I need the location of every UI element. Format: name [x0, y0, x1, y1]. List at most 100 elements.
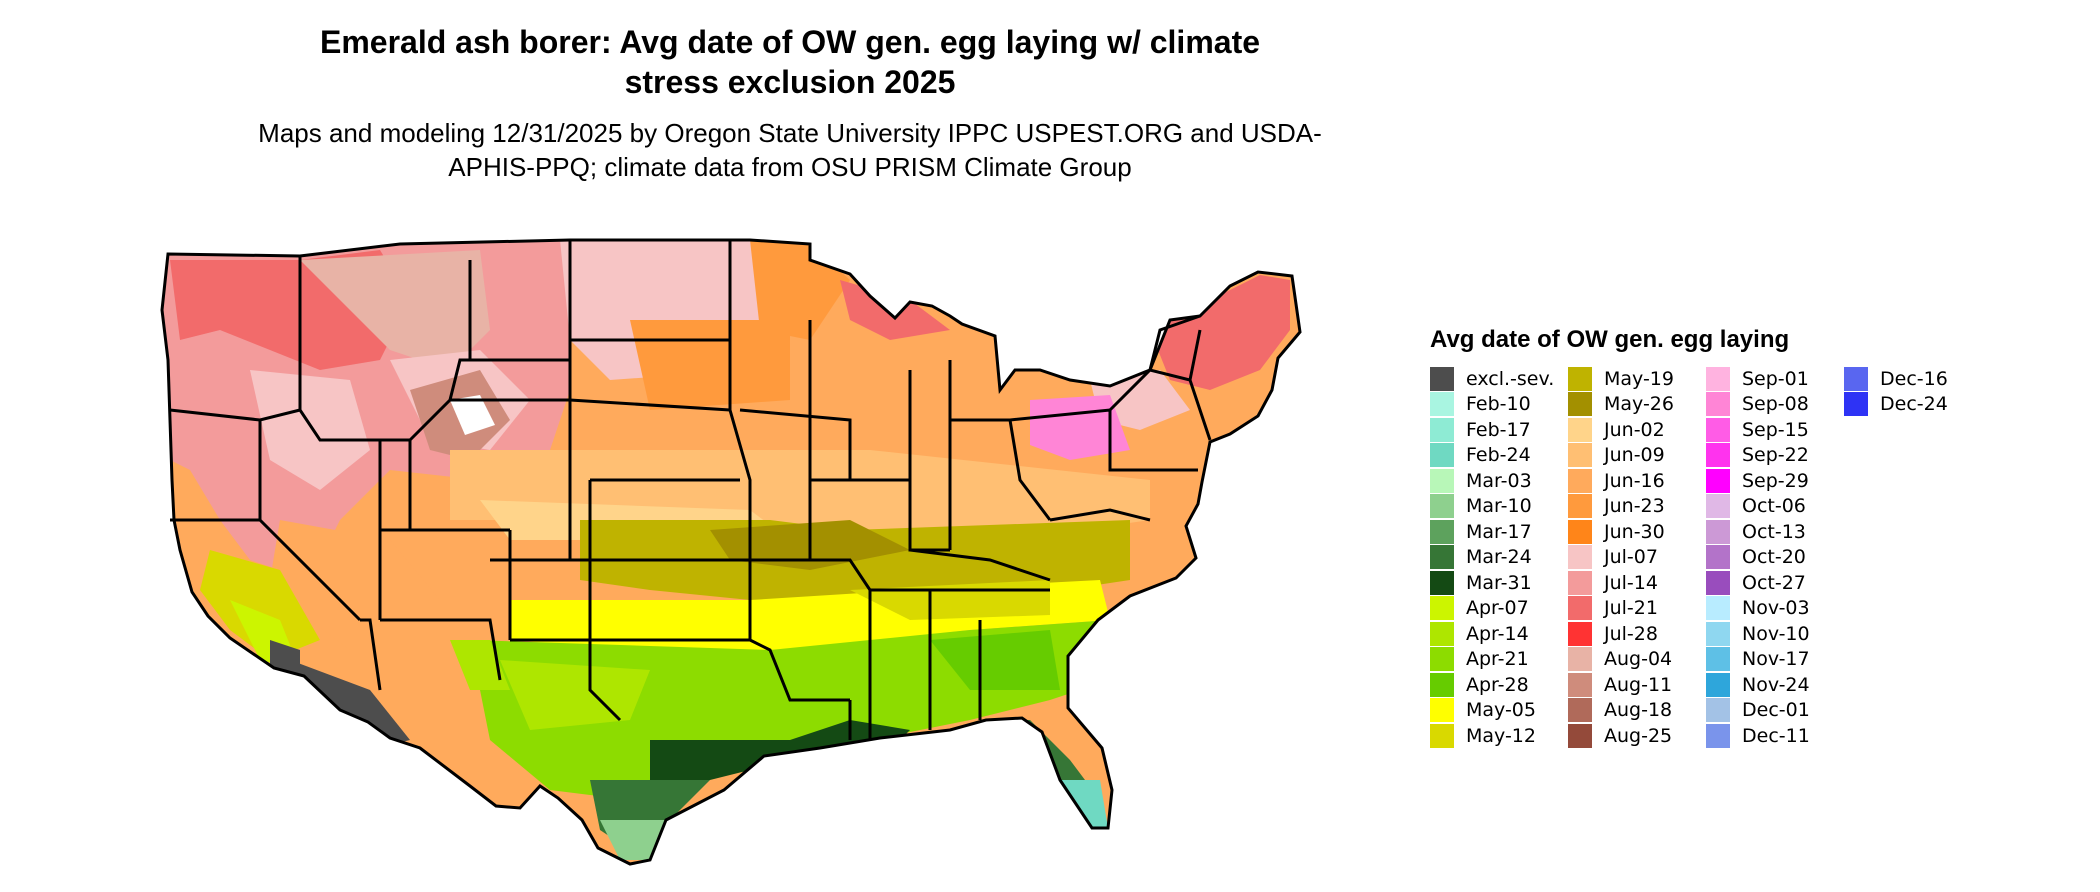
legend-item: Aug-11: [1568, 672, 1706, 698]
legend-label: Oct-13: [1742, 520, 1806, 543]
legend-swatch: [1706, 443, 1730, 468]
legend-item: Nov-03: [1706, 596, 1844, 622]
legend-swatch: [1568, 647, 1592, 672]
map-title: Emerald ash borer: Avg date of OW gen. e…: [319, 24, 1261, 100]
legend-item: Mar-24: [1430, 545, 1568, 571]
legend-swatch: [1430, 723, 1454, 748]
legend-item: Jun-09: [1568, 443, 1706, 469]
legend-label: Mar-24: [1466, 546, 1532, 569]
legend-item: Dec-01: [1706, 698, 1844, 724]
legend-label: Apr-07: [1466, 597, 1529, 620]
legend-column: Sep-01 Sep-08 Sep-15 Sep-22 Sep-29 Oct-06 Oct-…: [1706, 366, 1844, 749]
legend-label: excl.-sev.: [1466, 367, 1555, 390]
legend-swatch: [1430, 570, 1454, 595]
legend-item: Oct-20: [1706, 545, 1844, 571]
legend-label: Dec-01: [1742, 699, 1810, 722]
legend-label: Jun-02: [1604, 418, 1665, 441]
legend-item: Aug-04: [1568, 647, 1706, 673]
legend-label: Apr-28: [1466, 673, 1529, 696]
legend-swatch: [1568, 443, 1592, 468]
legend-label: Sep-29: [1742, 469, 1809, 492]
legend-label: Sep-22: [1742, 444, 1809, 467]
legend-swatch: [1706, 366, 1730, 391]
legend-swatch: [1706, 392, 1730, 417]
us-outline: [160, 238, 1302, 866]
legend-swatch: [1844, 392, 1868, 417]
legend-label: Jul-14: [1604, 571, 1658, 594]
legend-item: Jun-23: [1568, 494, 1706, 520]
legend-label: Dec-24: [1880, 393, 1948, 416]
legend-label: Sep-08: [1742, 393, 1809, 416]
legend-label: Nov-17: [1742, 648, 1810, 671]
legend-columns: excl.-sev. Feb-10 Feb-17 Feb-24 Mar-03 Mar-10…: [1430, 366, 1990, 749]
legend-swatch: [1706, 621, 1730, 646]
legend-label: Apr-14: [1466, 622, 1529, 645]
legend-item: excl.-sev.: [1430, 366, 1568, 392]
legend-item: May-05: [1430, 698, 1568, 724]
legend-label: Jun-30: [1604, 520, 1665, 543]
legend-swatch: [1568, 621, 1592, 646]
legend-label: May-12: [1466, 724, 1536, 747]
legend-item: Apr-07: [1430, 596, 1568, 622]
legend-column: May-19 May-26 Jun-02 Jun-09 Jun-16 Jun-23 Jun-…: [1568, 366, 1706, 749]
legend-label: Jun-23: [1604, 495, 1665, 518]
legend-swatch: [1430, 647, 1454, 672]
legend-label: Nov-10: [1742, 622, 1810, 645]
legend-label: Mar-31: [1466, 571, 1532, 594]
legend-item: Jun-02: [1568, 417, 1706, 443]
legend-swatch: [1568, 723, 1592, 748]
legend-swatch: [1568, 519, 1592, 544]
legend-title: Avg date of OW gen. egg laying: [1430, 326, 1790, 353]
legend-label: Aug-25: [1604, 724, 1673, 747]
legend-item: Oct-27: [1706, 570, 1844, 596]
legend-item: Jul-21: [1568, 596, 1706, 622]
legend-label: Jun-16: [1604, 469, 1665, 492]
legend-item: Nov-17: [1706, 647, 1844, 673]
legend-swatch: [1430, 366, 1454, 391]
legend-item: Apr-28: [1430, 672, 1568, 698]
legend-item: May-19: [1568, 366, 1706, 392]
legend-item: Mar-10: [1430, 494, 1568, 520]
legend-item: Jul-14: [1568, 570, 1706, 596]
legend-item: Jul-28: [1568, 621, 1706, 647]
legend-swatch: [1706, 519, 1730, 544]
legend-label: Feb-10: [1466, 393, 1531, 416]
legend-swatch: [1430, 417, 1454, 442]
legend-item: Dec-24: [1844, 392, 1982, 418]
legend-swatch: [1430, 596, 1454, 621]
legend-label: Dec-16: [1880, 367, 1948, 390]
legend-label: Jul-21: [1604, 597, 1658, 620]
legend-column: Dec-16 Dec-24: [1844, 366, 1982, 749]
legend-label: Oct-20: [1742, 546, 1806, 569]
legend-swatch: [1430, 468, 1454, 493]
legend-item: Jun-16: [1568, 468, 1706, 494]
legend-item: Sep-22: [1706, 443, 1844, 469]
legend-item: Aug-18: [1568, 698, 1706, 724]
legend-swatch: [1430, 672, 1454, 697]
legend-swatch: [1706, 647, 1730, 672]
legend-item: Nov-24: [1706, 672, 1844, 698]
legend-item: Nov-10: [1706, 621, 1844, 647]
legend-label: Dec-11: [1742, 724, 1810, 747]
legend-item: Sep-08: [1706, 392, 1844, 418]
legend-item: May-12: [1430, 723, 1568, 749]
legend-item: Sep-01: [1706, 366, 1844, 392]
legend-label: Sep-15: [1742, 418, 1809, 441]
legend-swatch: [1706, 672, 1730, 697]
legend-swatch: [1568, 698, 1592, 723]
map-legend: Avg date of OW gen. egg laying excl.-sev…: [1430, 326, 1990, 749]
legend-label: Jul-07: [1604, 546, 1658, 569]
legend-label: Aug-11: [1604, 673, 1673, 696]
legend-swatch: [1430, 494, 1454, 519]
legend-item: Jun-30: [1568, 519, 1706, 545]
legend-item: Oct-13: [1706, 519, 1844, 545]
legend-swatch: [1568, 570, 1592, 595]
legend-swatch: [1706, 468, 1730, 493]
legend-item: Mar-03: [1430, 468, 1568, 494]
legend-item: Apr-14: [1430, 621, 1568, 647]
legend-item: Feb-17: [1430, 417, 1568, 443]
legend-label: May-05: [1466, 699, 1536, 722]
legend-swatch: [1706, 596, 1730, 621]
legend-swatch: [1568, 672, 1592, 697]
legend-swatch: [1706, 723, 1730, 748]
